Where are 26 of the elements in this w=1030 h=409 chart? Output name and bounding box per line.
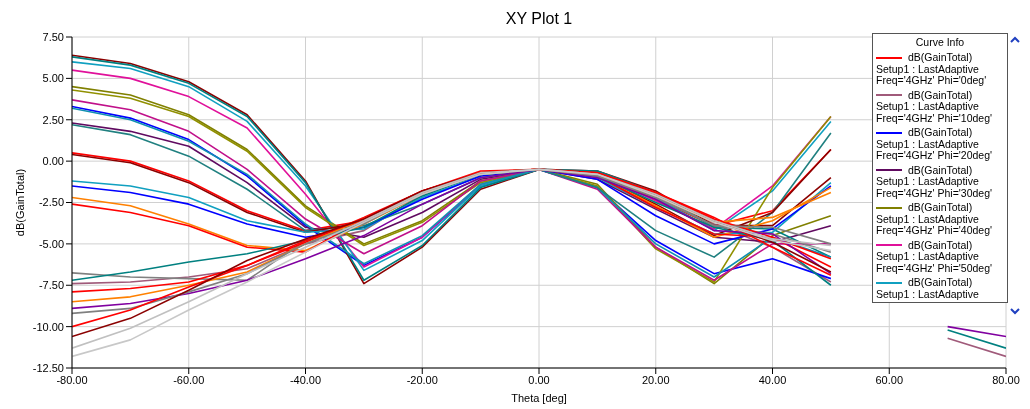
x-tick-label: 60.00 [875,373,904,386]
x-tick-label: 40.00 [758,373,787,386]
y-tick-label: 2.50 [42,113,64,126]
chart-title: XY Plot 1 [504,10,574,28]
y-tick-label: 0.00 [42,155,64,168]
y-tick-label: -12.50 [32,361,64,374]
x-tick-label: 80.00 [992,373,1020,386]
legend-title: Curve Info [914,35,966,50]
y-axis-title: dB(GainTotal) [13,168,26,237]
y-tick-label: -7.50 [38,279,64,292]
x-tick-label: -20.00 [406,373,438,386]
y-tick-label: -5.00 [38,237,64,250]
x-axis-title: Theta [deg] [511,392,567,404]
x-tick-label: 0.00 [528,373,550,386]
x-tick-label: -80.00 [56,373,88,386]
y-tick-label: -2.50 [38,196,64,209]
x-tick-label: -60.00 [173,373,205,386]
x-tick-label: 20.00 [641,373,670,386]
legend-label: dB(GainTotal) Setup1 : LastAdaptive Freq='4GHz' Phi='50deg' [876,238,993,274]
legend-label: dB(GainTotal) Setup1 : LastAdaptive Freq='4GHz' Phi='10deg' [876,88,993,124]
legend-label: dB(GainTotal) Setup1 : LastAdaptive [876,276,980,300]
x-tick-label: -40.00 [289,373,322,386]
legend-label: dB(GainTotal) Setup1 : LastAdaptive Freq='4GHz' Phi='30deg' [876,163,993,199]
y-tick-label: 7.50 [42,30,64,43]
y-tick-label: -10.00 [32,320,64,333]
y-tick-label: 5.00 [42,72,64,85]
